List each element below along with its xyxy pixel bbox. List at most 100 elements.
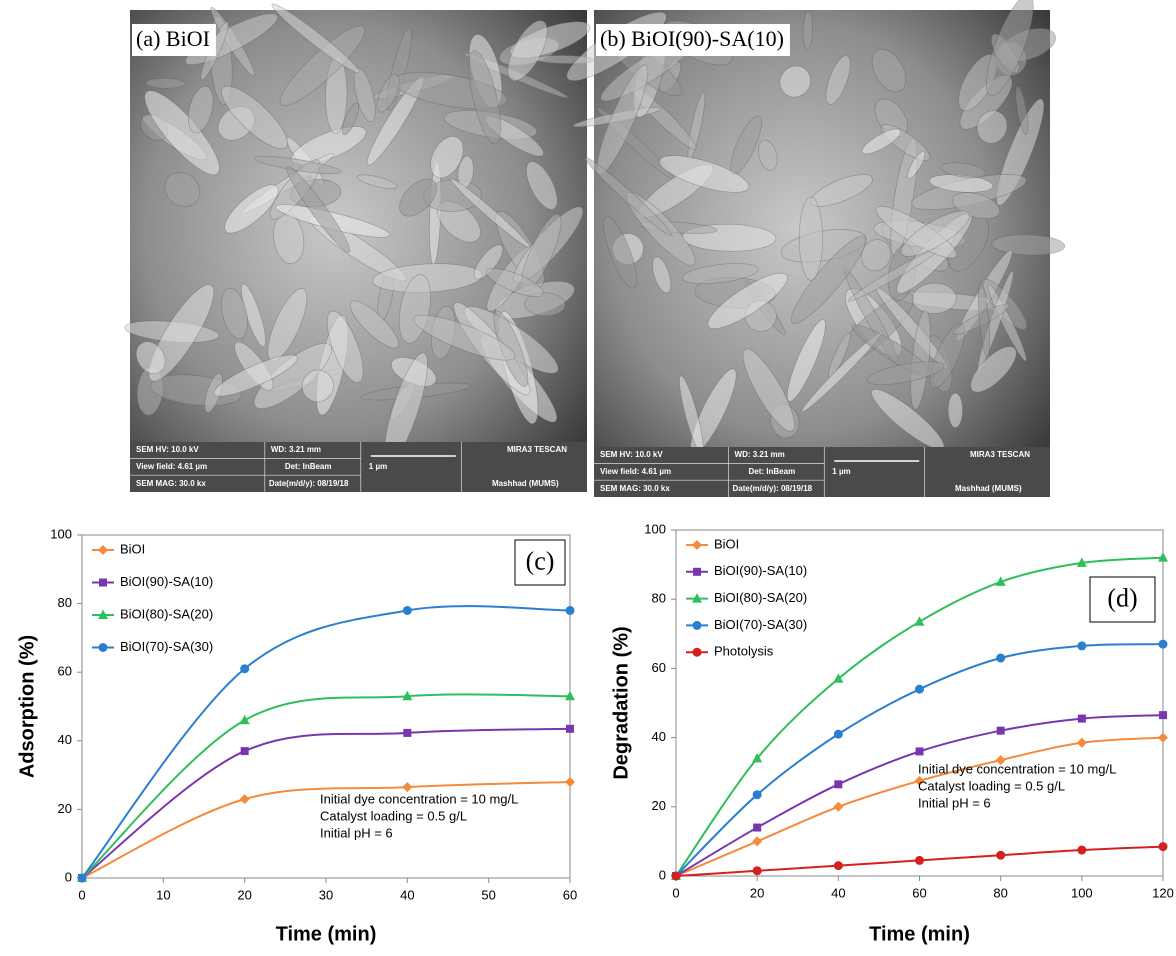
marker — [1158, 733, 1168, 743]
x-tick-label: 10 — [156, 887, 170, 902]
marker — [753, 824, 761, 832]
page: {"sem_panels": [ {"label": "(a) BiOI", "… — [0, 0, 1176, 956]
legend-label: BiOI(70)-SA(30) — [120, 639, 213, 654]
marker — [833, 802, 843, 812]
legend-marker — [99, 643, 108, 652]
series-line — [82, 694, 570, 878]
sem-flake — [799, 197, 822, 280]
marker — [915, 685, 924, 694]
sem-info-text: WD: 3.21 mm — [271, 445, 321, 454]
marker — [1077, 846, 1086, 855]
sem-info-text: SEM HV: 10.0 kV — [600, 450, 663, 459]
annotation: Initial pH = 6 — [918, 795, 991, 810]
y-axis-title: Adsorption (%) — [16, 635, 38, 778]
marker — [672, 872, 681, 881]
sem-flake — [912, 283, 957, 314]
marker — [566, 606, 575, 615]
x-tick-label: 20 — [750, 885, 764, 900]
y-tick-label: 80 — [652, 591, 666, 606]
legend-label: BiOI(90)-SA(10) — [120, 574, 213, 589]
marker — [753, 866, 762, 875]
marker — [240, 794, 250, 804]
marker — [1077, 738, 1087, 748]
marker — [834, 861, 843, 870]
sem-info-text: SEM HV: 10.0 kV — [136, 445, 199, 454]
x-tick-label: 20 — [237, 887, 251, 902]
x-tick-label: 50 — [481, 887, 495, 902]
sem-info-text: WD: 3.21 mm — [735, 450, 785, 459]
sem-info-text: View field: 4.61 µm — [600, 467, 671, 476]
marker — [1159, 842, 1168, 851]
panel-label: (d) — [1107, 583, 1137, 612]
x-axis-title: Time (min) — [869, 923, 970, 945]
sem-info-text: SEM MAG: 30.0 kx — [136, 479, 206, 488]
sem-info-text: Det: InBeam — [749, 467, 796, 476]
y-tick-label: 100 — [644, 521, 666, 536]
marker — [240, 715, 250, 725]
x-tick-label: 120 — [1152, 885, 1174, 900]
legend-marker — [99, 579, 107, 587]
sem-label: (a) BiOI — [136, 26, 210, 51]
x-axis-title: Time (min) — [276, 923, 377, 945]
marker — [1159, 640, 1168, 649]
y-tick-label: 40 — [58, 732, 72, 747]
marker — [996, 654, 1005, 663]
sem-info-text: Mashhad (MUMS) — [955, 484, 1022, 493]
legend-label: BiOI — [714, 536, 739, 551]
annotation: Initial dye concentration = 10 mg/L — [320, 791, 518, 806]
legend-marker — [693, 648, 702, 657]
sem-info-text: Date(m/d/y): 08/19/18 — [733, 484, 813, 493]
sem-info-text: MIRA3 TESCAN — [970, 450, 1030, 459]
legend-marker — [692, 540, 702, 550]
y-tick-label: 60 — [58, 664, 72, 679]
sem-info-text: Det: InBeam — [285, 462, 332, 471]
sem-info-text: Date(m/d/y): 08/19/18 — [269, 479, 349, 488]
sem-info-text: MIRA3 TESCAN — [507, 445, 567, 454]
x-tick-label: 100 — [1071, 885, 1093, 900]
y-tick-label: 0 — [659, 867, 666, 882]
x-tick-label: 0 — [78, 887, 85, 902]
y-tick-label: 100 — [50, 526, 72, 541]
y-axis-title: Degradation (%) — [610, 626, 632, 779]
marker — [403, 729, 411, 737]
annotation: Catalyst loading = 0.5 g/L — [918, 778, 1065, 793]
marker — [996, 851, 1005, 860]
marker — [834, 730, 843, 739]
marker — [1077, 641, 1086, 650]
legend-label: Photolysis — [714, 644, 774, 659]
legend-label: BiOI(70)-SA(30) — [714, 617, 807, 632]
legend-label: BiOI — [120, 541, 145, 556]
x-tick-label: 60 — [912, 885, 926, 900]
y-tick-label: 20 — [652, 798, 666, 813]
marker — [566, 725, 574, 733]
sem-flake — [948, 393, 962, 428]
annotation: Initial dye concentration = 10 mg/L — [918, 761, 1116, 776]
y-tick-label: 80 — [58, 595, 72, 610]
marker — [565, 777, 575, 787]
y-tick-label: 0 — [65, 869, 72, 884]
legend-marker — [693, 621, 702, 630]
marker — [915, 856, 924, 865]
x-tick-label: 40 — [831, 885, 845, 900]
marker — [834, 780, 842, 788]
sem-info-text: View field: 4.61 µm — [136, 462, 207, 471]
sem-info-text: Mashhad (MUMS) — [492, 479, 559, 488]
y-tick-label: 20 — [58, 801, 72, 816]
legend-marker — [693, 568, 701, 576]
sem-label: (b) BiOI(90)-SA(10) — [600, 26, 784, 51]
legend-marker — [98, 545, 108, 555]
marker — [997, 727, 1005, 735]
series-line — [676, 644, 1163, 876]
panel-label: (c) — [526, 546, 555, 575]
marker — [916, 747, 924, 755]
sem-info-text: 1 µm — [369, 462, 387, 471]
marker — [403, 606, 412, 615]
legend-label: BiOI(90)-SA(10) — [714, 563, 807, 578]
marker — [78, 874, 87, 883]
y-tick-label: 60 — [652, 660, 666, 675]
annotation: Initial pH = 6 — [320, 825, 393, 840]
legend-label: BiOI(80)-SA(20) — [120, 606, 213, 621]
legend-label: BiOI(80)-SA(20) — [714, 590, 807, 605]
marker — [240, 664, 249, 673]
sem-info-text: SEM MAG: 30.0 kx — [600, 484, 670, 493]
